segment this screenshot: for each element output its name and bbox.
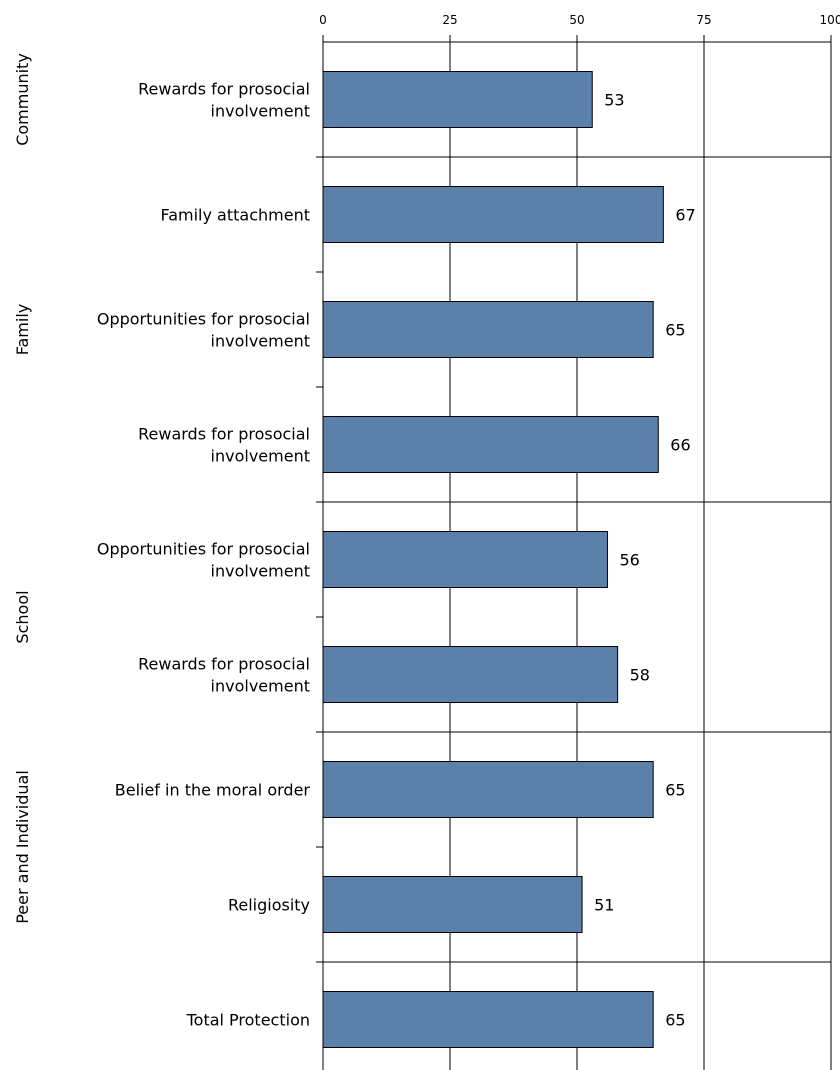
x-tick-label: 50 [569,13,584,27]
category-label: Rewards for prosocial [138,425,310,444]
bar [322,531,608,588]
value-label: 51 [594,896,614,915]
category-label: Belief in the moral order [115,781,311,800]
x-tick-label: 0 [319,13,327,27]
bar [322,301,654,358]
group-label: Community [13,53,32,146]
group-label: School [13,590,32,643]
value-label: 65 [665,321,685,340]
category-label: involvement [211,102,310,121]
category-label: Rewards for prosocial [138,80,310,99]
bar [322,186,664,243]
category-label: involvement [211,447,310,466]
value-label: 53 [604,91,624,110]
bar [322,646,619,703]
category-label: Opportunities for prosocial [97,310,310,329]
bar [322,876,583,933]
bar [322,991,654,1048]
bar [322,416,659,473]
category-label: Rewards for prosocial [138,655,310,674]
x-tick-label: 75 [696,13,711,27]
bar [322,71,593,128]
category-label: Total Protection [186,1011,310,1030]
value-label: 56 [619,551,639,570]
category-label: involvement [211,562,310,581]
category-label: involvement [211,677,310,696]
value-label: 67 [675,206,695,225]
value-label: 58 [630,666,650,685]
group-label: Peer and Individual [13,770,32,924]
x-tick-label: 25 [442,13,457,27]
category-label: Opportunities for prosocial [97,540,310,559]
value-label: 65 [665,1011,685,1030]
value-label: 65 [665,781,685,800]
category-label: Religiosity [228,896,310,915]
value-label: 66 [670,436,690,455]
x-tick-label: 100 [820,13,840,27]
category-label: Family attachment [160,206,310,225]
group-label: Family [13,304,32,355]
category-label: involvement [211,332,310,351]
bar [322,761,654,818]
